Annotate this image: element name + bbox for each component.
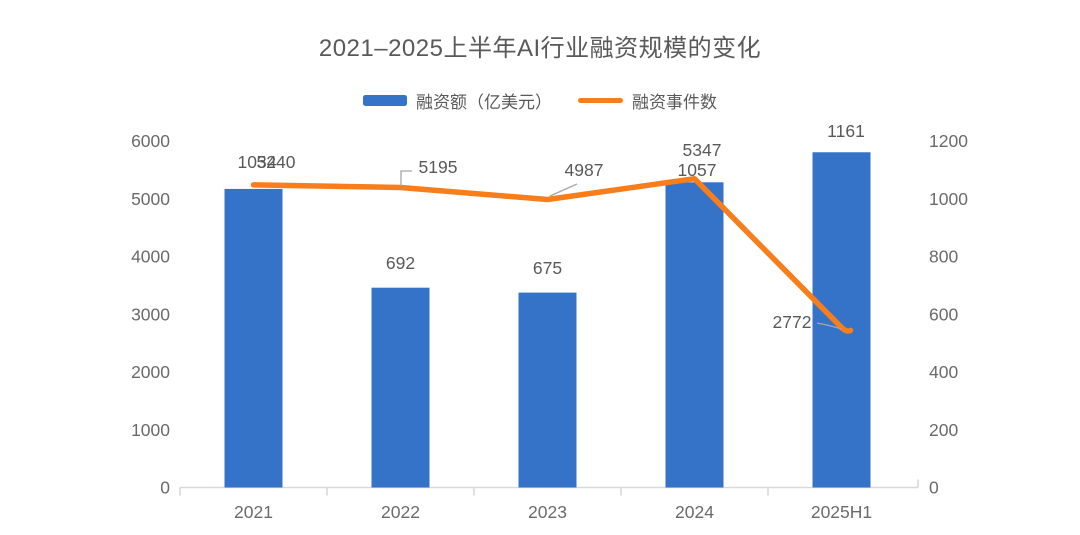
line-data-label: 5195 xyxy=(419,157,458,177)
bar-2021 xyxy=(224,188,283,488)
bar-2025H1 xyxy=(812,152,871,488)
x-axis-category-label: 2025H1 xyxy=(811,502,872,522)
bar-data-label: 1057 xyxy=(678,160,717,180)
left-axis-tick-label: 4000 xyxy=(131,247,170,267)
line-series-swatch xyxy=(578,97,623,104)
right-axis-tick-label: 0 xyxy=(929,478,939,498)
x-axis-category-label: 2023 xyxy=(528,502,567,522)
label-leader-line xyxy=(400,170,412,186)
left-axis-tick-label: 6000 xyxy=(131,131,170,151)
line-data-label: 2772 xyxy=(773,312,812,332)
legend-item-funding-amount: 融资额（亿美元） xyxy=(363,88,552,113)
label-leader-line xyxy=(816,322,842,330)
right-axis-tick-label: 600 xyxy=(929,304,958,324)
x-axis-category-label: 2022 xyxy=(381,502,420,522)
x-axis-category-label: 2024 xyxy=(675,502,714,522)
line-data-label: 5347 xyxy=(683,140,722,160)
line-data-label: 4987 xyxy=(565,160,604,180)
bar-series-swatch xyxy=(363,95,407,106)
legend: 融资额（亿美元） 融资事件数 xyxy=(0,88,1080,113)
legend-item-event-count: 融资事件数 xyxy=(578,88,717,113)
left-axis-tick-label: 5000 xyxy=(131,189,170,209)
right-axis-tick-label: 1000 xyxy=(929,189,968,209)
right-axis-tick-label: 200 xyxy=(929,420,958,440)
left-axis-tick-label: 2000 xyxy=(131,362,170,382)
bar-data-label: 1161 xyxy=(827,121,865,141)
left-axis-tick-label: 3000 xyxy=(131,304,170,324)
label-leader-line xyxy=(549,183,578,197)
x-axis-category-label: 2021 xyxy=(234,502,273,522)
legend-label-funding-amount: 融资额（亿美元） xyxy=(416,93,552,112)
left-axis-tick-label: 1000 xyxy=(131,420,170,440)
legend-label-event-count: 融资事件数 xyxy=(632,93,717,112)
right-axis-tick-label: 800 xyxy=(929,247,958,267)
right-axis-tick-label: 400 xyxy=(929,362,958,382)
bar-2024 xyxy=(665,182,724,488)
line-series xyxy=(250,175,854,334)
bar-data-label: 675 xyxy=(533,258,562,278)
right-axis-tick-label: 1200 xyxy=(929,131,968,151)
bar-2022 xyxy=(371,287,430,488)
chart-title: 2021–2025上半年AI行业融资规模的变化 xyxy=(318,35,762,62)
left-axis-tick-label: 0 xyxy=(160,478,170,498)
bar-data-label: 1034 xyxy=(238,152,277,172)
line-data-label: 5240 xyxy=(257,152,296,172)
bar-data-label: 692 xyxy=(386,253,415,273)
bar-2023 xyxy=(518,292,577,488)
